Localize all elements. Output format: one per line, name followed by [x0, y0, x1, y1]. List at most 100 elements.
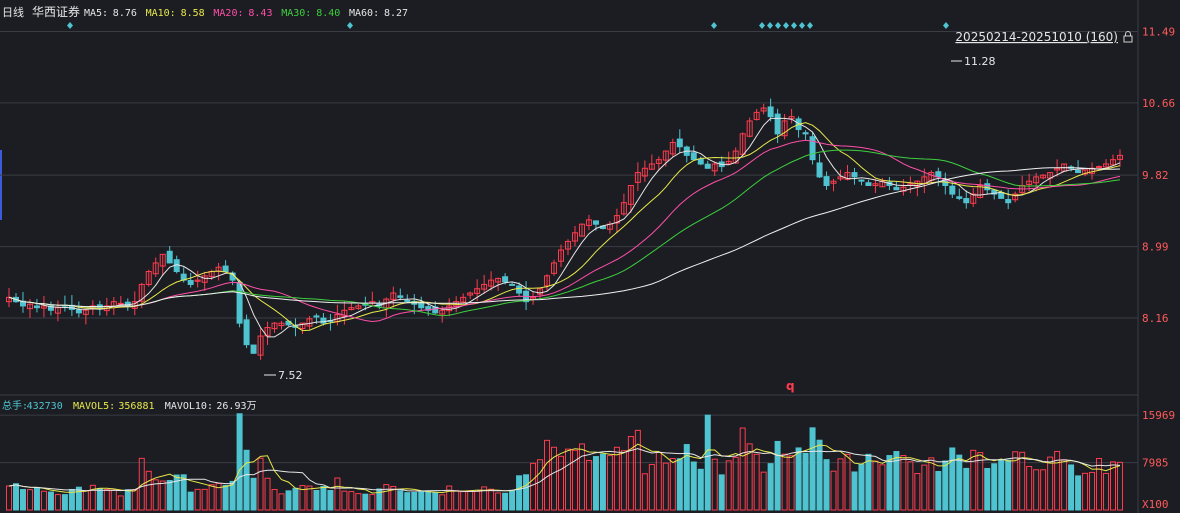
volume-bar	[991, 463, 998, 511]
candle-body	[495, 277, 502, 283]
candle-body	[977, 184, 984, 198]
candle-body	[571, 232, 578, 242]
volume-bar	[1033, 469, 1040, 511]
volume-bar	[47, 491, 54, 511]
ma-legend-label: MA60:	[349, 8, 379, 19]
candle-body	[187, 280, 194, 285]
signal-marker	[711, 22, 717, 29]
volume-bar	[103, 489, 110, 511]
volume-bar	[781, 453, 788, 511]
candle-body	[558, 249, 565, 262]
candle-body	[690, 152, 697, 161]
signal-markers	[67, 22, 949, 29]
candle-body	[355, 305, 362, 309]
volume-grid	[0, 414, 1138, 464]
volume-bar	[376, 488, 383, 511]
candle-body	[271, 322, 278, 330]
candle-body	[648, 163, 655, 170]
volume-bar	[516, 475, 523, 511]
candle-body	[963, 198, 970, 204]
lock-icon[interactable]	[1123, 31, 1133, 43]
candle-body	[655, 159, 662, 164]
candle-body	[390, 292, 397, 300]
volume-bar	[432, 492, 439, 511]
candle-body	[697, 158, 704, 165]
ma-legend-value: 8.43	[248, 8, 272, 19]
volume-bar	[320, 485, 327, 511]
candle-body	[991, 189, 998, 195]
candle-body	[551, 262, 558, 274]
candle-body	[222, 265, 229, 273]
ma-legend-label: MA20:	[213, 8, 243, 19]
volume-bar	[998, 459, 1005, 511]
volume-bar	[397, 490, 404, 511]
candle-body	[439, 309, 446, 315]
volume-bar	[1068, 464, 1075, 511]
volume-bar	[1012, 451, 1019, 511]
volume-bar	[949, 447, 956, 511]
candle-body	[341, 309, 348, 317]
candle-body	[893, 186, 900, 191]
volume-bar	[369, 493, 376, 511]
candle-body	[1033, 176, 1040, 184]
volume-bar	[732, 456, 739, 511]
ma10-line	[8, 122, 1121, 332]
signal-marker	[775, 22, 781, 29]
candle-body	[781, 120, 788, 137]
candle-body	[1110, 159, 1117, 166]
volume-bar	[613, 446, 620, 511]
signal-marker	[943, 22, 949, 29]
candle-body	[82, 309, 89, 315]
volume-bar	[257, 457, 264, 511]
candle-body	[236, 281, 243, 324]
candle-body	[33, 305, 40, 309]
signal-marker	[767, 22, 773, 29]
volume-bar	[40, 490, 47, 511]
volume-bar	[159, 480, 166, 511]
volume-bar	[12, 483, 19, 511]
volume-bar	[1019, 451, 1026, 511]
volume-bar	[271, 489, 278, 511]
volume-bar	[495, 492, 502, 511]
candle-body	[669, 141, 676, 155]
period-label[interactable]: 日线	[2, 5, 24, 19]
candle-body	[145, 271, 152, 286]
volume-bar	[711, 458, 718, 511]
volume-bar	[977, 452, 984, 511]
volume-bar	[61, 494, 68, 511]
volume-bar	[669, 458, 676, 511]
candle-body	[627, 184, 634, 205]
price-tick-label: 10.66	[1142, 97, 1175, 110]
candle-body	[152, 262, 159, 275]
candle-body	[264, 326, 271, 337]
ma-legend-value: 8.40	[316, 8, 340, 19]
candle-body	[767, 106, 774, 118]
candle-body	[530, 296, 537, 300]
volume-bar	[627, 436, 634, 511]
candle-body	[753, 111, 760, 121]
volume-bar	[502, 492, 509, 511]
volume-bar	[599, 453, 606, 511]
volume-bar	[96, 488, 103, 511]
candle-body	[711, 163, 718, 172]
volume-bar	[362, 493, 369, 511]
volume-bar	[306, 485, 313, 511]
volume-bar	[585, 459, 592, 511]
price-tick-label: 8.16	[1142, 312, 1169, 325]
volume-bar	[1054, 450, 1061, 511]
candle-body	[509, 283, 516, 286]
candle-body	[348, 307, 355, 311]
date-range-label[interactable]: 20250214-20251010 (160)	[955, 30, 1118, 44]
volume-unit-label: X100	[1142, 498, 1169, 511]
candle-body	[1096, 166, 1103, 169]
candle-body	[879, 180, 886, 188]
volume-bar	[1082, 472, 1089, 511]
candle-body	[788, 116, 795, 120]
volume-bar	[564, 448, 571, 511]
volume-bar	[606, 455, 613, 511]
volume-bar	[33, 487, 40, 511]
candle-body	[634, 172, 641, 183]
volume-bar	[774, 440, 781, 511]
volume-bar	[746, 443, 753, 511]
